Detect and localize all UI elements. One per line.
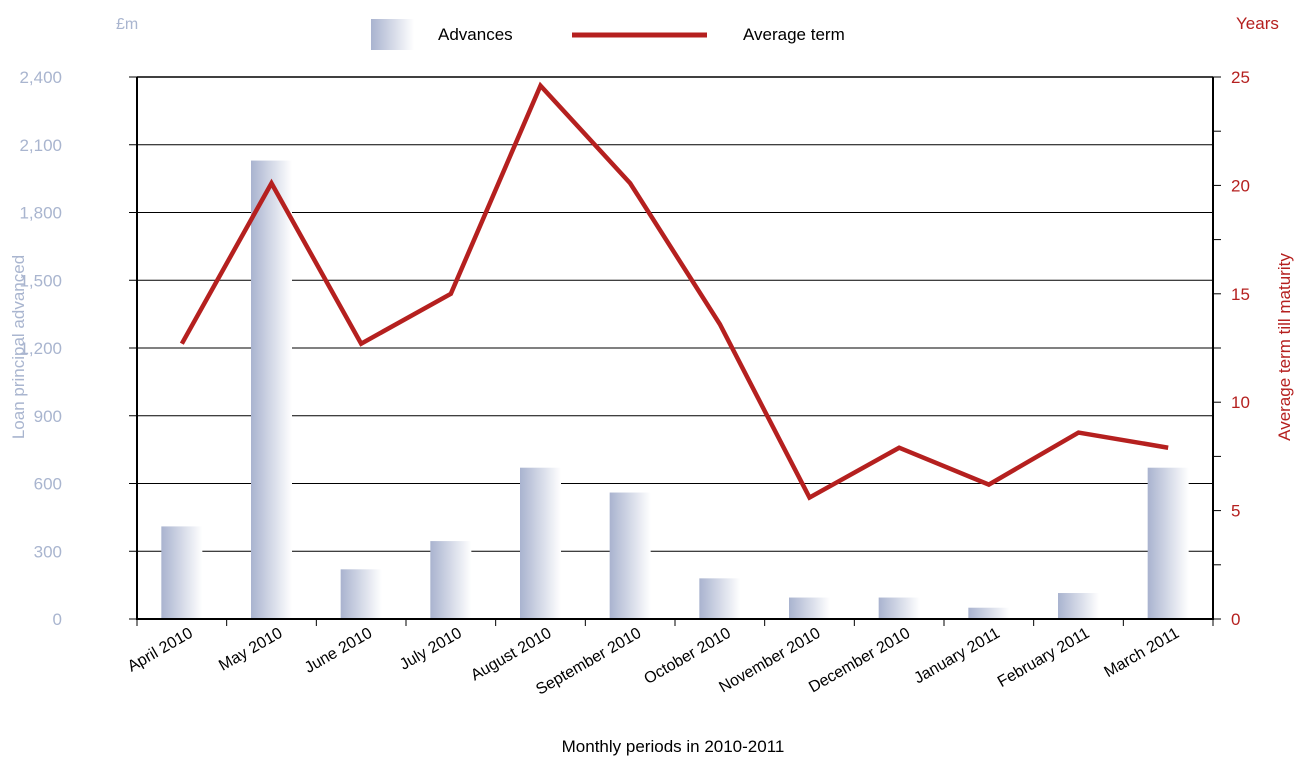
bar-advances <box>699 578 741 619</box>
legend-label-average-term: Average term <box>743 25 845 44</box>
y-right-tick-label: 15 <box>1231 285 1250 304</box>
bar-advances <box>340 569 382 619</box>
bar-advances <box>878 597 920 619</box>
y-right-tick-label: 5 <box>1231 502 1240 521</box>
y-left-tick-label: 300 <box>34 542 62 561</box>
bar-advances <box>520 467 561 619</box>
x-tick-label: August 2010 <box>468 625 554 685</box>
legend-swatch-advances <box>371 19 414 50</box>
legend-label-advances: Advances <box>438 25 513 44</box>
x-tick-label: April 2010 <box>125 625 196 676</box>
average-term-line <box>179 81 1169 501</box>
x-tick-label: June 2010 <box>302 625 375 677</box>
x-tick-label: December 2010 <box>806 625 913 697</box>
gridlines <box>137 76 1213 552</box>
y-axis-left-title: Loan principal advanced <box>9 255 28 439</box>
x-tick-label: February 2011 <box>995 625 1093 691</box>
y-left-tick-label: 0 <box>53 610 62 629</box>
y-left-tick-label: 600 <box>34 475 62 494</box>
y-right-tick-label: 10 <box>1231 393 1250 412</box>
y-left-tick-label: 1,800 <box>19 204 62 223</box>
x-axis-title: Monthly periods in 2010-2011 <box>562 737 785 756</box>
x-tick-label: January 2011 <box>911 625 1003 688</box>
y-right-tick-label: 20 <box>1231 176 1250 195</box>
y-left-tick-label: 1,200 <box>19 339 62 358</box>
bar-advances <box>430 541 472 619</box>
bar-advances <box>609 492 651 619</box>
bar-advances <box>251 160 292 619</box>
axes <box>129 76 1221 626</box>
y-left-tick-label: 2,100 <box>19 136 62 155</box>
x-tick-label: May 2010 <box>216 625 285 675</box>
legend: Advances Average term <box>371 19 845 50</box>
bar-advances <box>161 526 203 619</box>
x-tick-label: July 2010 <box>397 625 465 674</box>
left-unit-label: £m <box>116 16 138 33</box>
y-right-tick-label: 0 <box>1231 610 1240 629</box>
y-axis-right-title: Average term till maturity <box>1275 253 1294 441</box>
y-right-tick-label: 25 <box>1231 68 1250 87</box>
bar-advances <box>968 607 1010 619</box>
y-left-tick-label: 900 <box>34 407 62 426</box>
bar-advances <box>1058 593 1099 619</box>
bar-advances <box>1147 467 1189 619</box>
x-tick-label: March 2011 <box>1102 625 1183 681</box>
bars <box>161 160 1189 619</box>
bar-advances <box>789 597 830 619</box>
y-left-tick-label: 2,400 <box>19 68 62 87</box>
right-unit-label: Years <box>1236 14 1279 33</box>
y-left-tick-label: 1,500 <box>19 271 62 290</box>
average-term-line-group <box>179 81 1169 501</box>
